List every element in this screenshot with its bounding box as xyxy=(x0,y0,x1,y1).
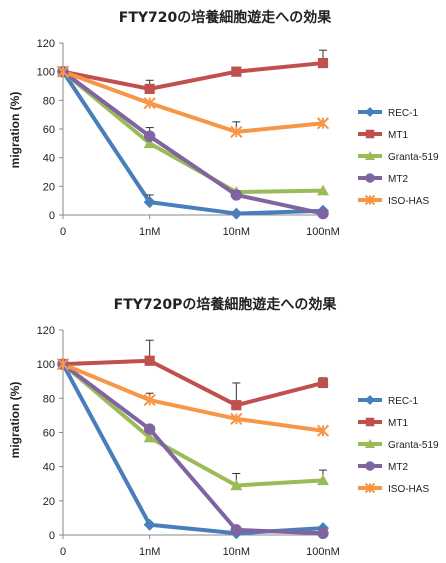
x-tick-label: 10nM xyxy=(223,546,251,558)
series-line-mt2 xyxy=(61,362,324,536)
data-point xyxy=(144,83,155,94)
y-tick-label: 40 xyxy=(43,153,55,165)
series-line-iso-has xyxy=(62,69,324,134)
y-tick-label: 80 xyxy=(43,393,55,405)
data-point xyxy=(56,65,70,78)
plot-area: 0 20 40 60 80 100 120 0 1nM 10nM 100nM xyxy=(37,325,340,558)
legend-marker xyxy=(364,194,376,206)
y-tick-label: 100 xyxy=(37,359,55,371)
legend-label: MT1 xyxy=(388,418,408,429)
y-axis-label: migration (%) xyxy=(8,92,22,169)
y-tick-label: 80 xyxy=(43,95,55,107)
data-point xyxy=(143,97,156,110)
legend-label: ISO-HAS xyxy=(388,196,429,207)
y-tick-label: 120 xyxy=(37,38,55,50)
series-line-mt1 xyxy=(62,61,324,91)
data-point xyxy=(143,518,156,531)
y-tick-label: 100 xyxy=(37,67,55,79)
legend: REC-1 MT1 Granta-519 MT2 ISO-HAS xyxy=(358,107,439,207)
legend-marker xyxy=(365,417,375,427)
legend-marker xyxy=(365,395,375,405)
data-point xyxy=(316,117,330,130)
x-tick-label: 1nM xyxy=(139,226,160,238)
data-point xyxy=(143,196,156,209)
chart-fty720p: FTY720Pの培養細胞遊走への効果 migration (%) 0 20 40 60… xyxy=(8,296,439,558)
legend-marker xyxy=(365,439,375,448)
data-point xyxy=(231,66,242,77)
legend-label: ISO-HAS xyxy=(388,484,429,495)
data-point xyxy=(317,57,329,69)
data-point xyxy=(317,527,329,539)
x-tick-label: 100nM xyxy=(306,226,340,238)
legend-marker xyxy=(365,173,375,183)
legend-marker xyxy=(365,107,375,117)
data-point xyxy=(230,189,243,201)
data-point xyxy=(317,207,329,220)
data-point xyxy=(317,377,329,389)
y-tick-label: 0 xyxy=(49,210,55,222)
legend-marker xyxy=(365,129,375,139)
data-point xyxy=(317,474,329,486)
legend-label: Granta-519 xyxy=(388,152,439,163)
series-line-rec-1 xyxy=(61,70,324,216)
x-tick-label: 0 xyxy=(60,226,66,238)
y-tick-label: 60 xyxy=(43,124,55,136)
legend-label: REC-1 xyxy=(388,396,418,407)
data-point xyxy=(143,137,156,149)
data-point xyxy=(143,423,156,435)
y-tick-label: 60 xyxy=(43,428,55,440)
legend-label: MT2 xyxy=(388,462,408,473)
y-tick-label: 20 xyxy=(43,181,55,193)
series-line-mt1 xyxy=(62,358,324,408)
data-point xyxy=(317,184,329,196)
legend-marker xyxy=(365,151,375,160)
y-tick-label: 20 xyxy=(43,496,55,508)
chart-fty720: FTY720の培養細胞遊走への効果 migration (%) 0 20 40 60 8… xyxy=(8,9,439,238)
data-point xyxy=(316,424,330,437)
data-point xyxy=(143,393,156,407)
plot-area: 0 20 40 60 80 100 120 0 1nM 10nM 100nM xyxy=(37,38,340,238)
y-tick-label: 120 xyxy=(37,325,55,337)
x-tick-label: 1nM xyxy=(139,546,160,558)
series-line-rec-1 xyxy=(61,363,324,536)
data-point xyxy=(230,125,243,138)
data-point xyxy=(230,412,243,425)
data-point xyxy=(230,207,243,220)
legend: REC-1 MT1 Granta-519 MT2 ISO-HAS xyxy=(358,395,439,495)
y-tick-label: 40 xyxy=(43,462,55,474)
x-tick-label: 100nM xyxy=(306,546,340,558)
x-tick-label: 10nM xyxy=(223,226,251,238)
legend-marker xyxy=(364,482,376,494)
legend-label: Granta-519 xyxy=(388,440,439,451)
legend-label: MT1 xyxy=(388,130,408,141)
x-tick-label: 0 xyxy=(60,546,66,558)
data-point xyxy=(143,130,156,142)
series-line-mt2 xyxy=(61,70,324,216)
legend-label: REC-1 xyxy=(388,108,418,119)
data-point xyxy=(144,355,155,366)
data-point xyxy=(231,400,242,411)
series-line-granta-519 xyxy=(61,362,324,488)
data-point xyxy=(230,479,243,491)
legend-label: MT2 xyxy=(388,174,408,185)
data-point xyxy=(230,524,243,536)
y-tick-label: 0 xyxy=(49,530,55,542)
y-axis-label: migration (%) xyxy=(8,382,22,459)
chart-title: FTY720の培養細胞遊走への効果 xyxy=(119,9,332,26)
data-point xyxy=(143,431,156,443)
chart-title: FTY720Pの培養細胞遊走への効果 xyxy=(114,296,338,313)
series-line-iso-has xyxy=(62,362,324,433)
data-point xyxy=(56,358,70,371)
legend-marker xyxy=(365,461,375,471)
